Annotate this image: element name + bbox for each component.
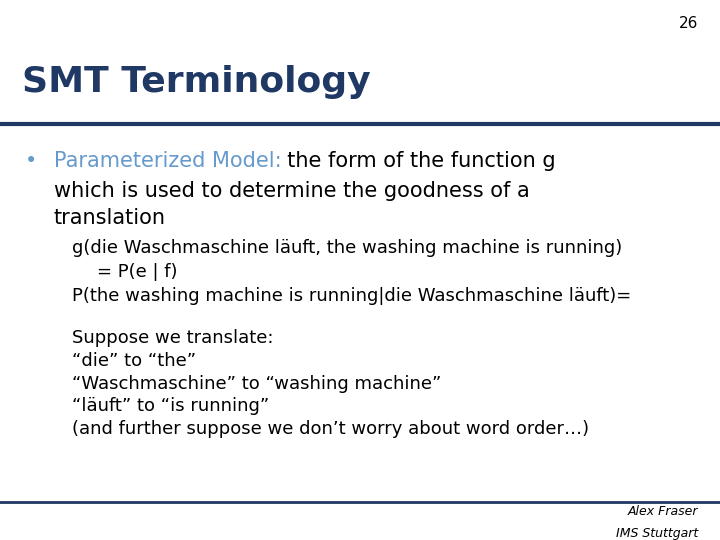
Text: SMT Terminology: SMT Terminology [22, 65, 370, 99]
Text: 26: 26 [679, 16, 698, 31]
Text: the form of the function g: the form of the function g [274, 151, 555, 171]
Text: Suppose we translate:: Suppose we translate: [72, 329, 274, 347]
Text: IMS Stuttgart: IMS Stuttgart [616, 526, 698, 539]
Text: translation: translation [54, 208, 166, 228]
Text: g(die Waschmaschine läuft, the washing machine is running): g(die Waschmaschine läuft, the washing m… [72, 239, 622, 256]
Text: (and further suppose we don’t worry about word order…): (and further suppose we don’t worry abou… [72, 420, 589, 438]
Text: which is used to determine the goodness of a: which is used to determine the goodness … [54, 181, 530, 201]
Text: = P(e | f): = P(e | f) [97, 263, 178, 281]
Text: •: • [25, 151, 37, 171]
Text: P(the washing machine is running|die Waschmaschine läuft)=: P(the washing machine is running|die Was… [72, 287, 631, 305]
Text: “läuft” to “is running”: “läuft” to “is running” [72, 397, 269, 415]
Text: “die” to “the”: “die” to “the” [72, 352, 196, 370]
Text: Alex Fraser: Alex Fraser [628, 505, 698, 518]
Text: “Waschmaschine” to “washing machine”: “Waschmaschine” to “washing machine” [72, 375, 441, 393]
Text: Parameterized Model:: Parameterized Model: [54, 151, 282, 171]
